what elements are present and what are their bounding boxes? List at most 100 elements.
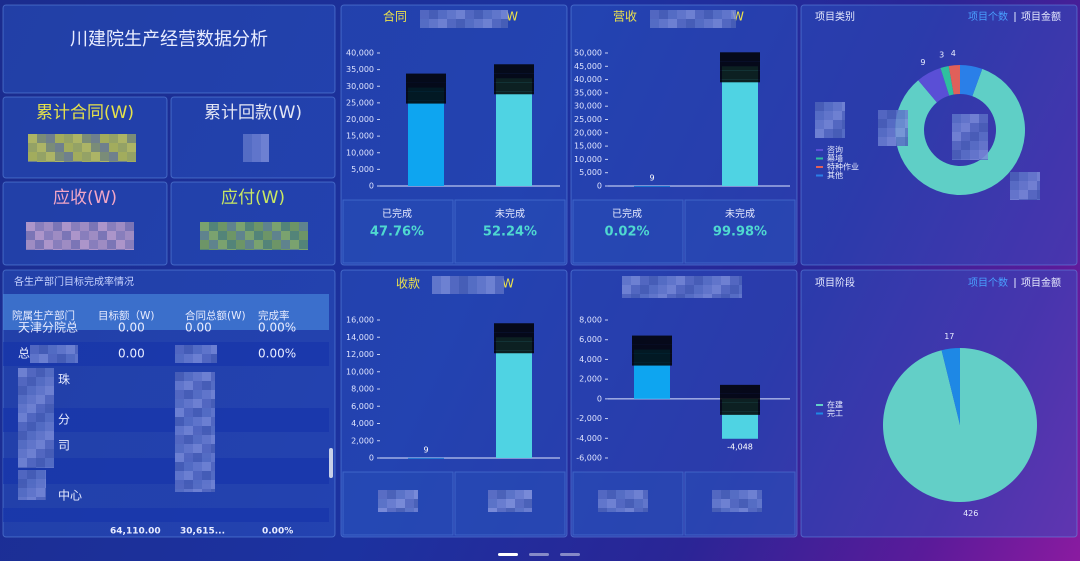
blurred-content [18, 497, 27, 500]
blurred-content [405, 508, 414, 512]
blurred-content [211, 399, 215, 408]
blurred-content [643, 499, 648, 508]
table-cell: 0.00 [118, 347, 145, 361]
blurred-content [27, 413, 36, 422]
blurred-content [521, 91, 530, 95]
blurred-content [686, 19, 695, 28]
blurred-content [184, 417, 193, 426]
blurred-content [721, 294, 730, 298]
y-tick-label: -6,000 [576, 454, 602, 463]
blurred-content [175, 489, 184, 492]
blurred-content [432, 276, 441, 285]
toggle-option[interactable]: 项目个数 [968, 10, 1008, 23]
blurred-content [27, 470, 36, 479]
blurred-content [722, 10, 731, 19]
blurred-content [44, 249, 53, 250]
blurred-content [442, 100, 446, 104]
toggle-option[interactable]: 项目金额 [1021, 276, 1061, 289]
blurred-content [695, 19, 704, 28]
blurred-content [442, 91, 446, 101]
blurred-content [503, 350, 512, 354]
table-cell: 珠 [58, 373, 70, 387]
blurred-content [824, 120, 833, 129]
blurred-content [641, 344, 650, 354]
chart-panel [800, 4, 1078, 266]
blurred-content [640, 294, 649, 298]
page-dot[interactable] [529, 553, 549, 556]
blurred-content [44, 231, 53, 240]
kpi-label: 应收(W) [53, 188, 117, 208]
blurred-content [420, 10, 429, 19]
blurred-content [483, 10, 492, 19]
blurred-content [75, 354, 78, 363]
blurred-content [721, 490, 730, 499]
page-dot[interactable] [498, 553, 518, 556]
blurred-content [80, 249, 89, 250]
blurred-content [55, 134, 64, 143]
blurred-content [503, 64, 512, 74]
blurred-content [512, 332, 521, 342]
table-footer: 30,615... [180, 527, 225, 537]
blurred-content [125, 231, 134, 240]
blurred-content [622, 294, 631, 298]
blurred-content [53, 222, 62, 231]
blurred-content [497, 499, 506, 508]
table-cell: 0.00% [258, 347, 296, 361]
toggle-option[interactable]: 项目金额 [1021, 10, 1061, 23]
blurred-content [18, 422, 27, 431]
blurred-content [73, 143, 82, 152]
blurred-content [730, 490, 739, 499]
blurred-content [607, 499, 616, 508]
blurred-content [184, 345, 193, 354]
page-dot[interactable] [560, 553, 580, 556]
blurred-content [506, 499, 515, 508]
blurred-content [703, 294, 712, 298]
blurred-content [263, 231, 272, 240]
blurred-content [26, 249, 35, 250]
blurred-content [36, 449, 45, 458]
blurred-content [970, 123, 979, 132]
blurred-content [494, 82, 503, 92]
blurred-content [712, 490, 721, 499]
blurred-content [756, 384, 760, 394]
blurred-content [227, 249, 236, 250]
blurred-content [756, 52, 760, 62]
blurred-content [694, 276, 703, 285]
blurred-content [668, 353, 672, 363]
blurred-content [109, 143, 118, 152]
blurred-content [378, 499, 387, 508]
y-tick-label: 14,000 [346, 333, 374, 342]
scrollbar[interactable] [329, 448, 333, 478]
blurred-content [236, 240, 245, 249]
blurred-content [39, 345, 48, 354]
blurred-content [694, 285, 703, 294]
chart-title-suffix: W [506, 10, 518, 24]
blurred-content [512, 341, 521, 351]
blurred-content [730, 285, 739, 294]
blurred-content [98, 249, 107, 250]
toggle-option[interactable]: 项目个数 [968, 276, 1008, 289]
y-tick-label: 8,000 [579, 316, 602, 325]
blurred-content [979, 150, 988, 159]
blurred-content [720, 61, 729, 71]
table-cell: 0.00% [258, 321, 296, 335]
blurred-content [66, 345, 75, 354]
blurred-content [429, 10, 438, 19]
blurred-content [720, 393, 729, 403]
blurred-content [667, 294, 676, 298]
blurred-content [100, 134, 109, 143]
blurred-content [1037, 190, 1040, 199]
blurred-content [299, 231, 308, 240]
blurred-content [62, 240, 71, 249]
blurred-content [483, 19, 492, 28]
blurred-content [438, 19, 447, 28]
blurred-content [202, 480, 211, 489]
blurred-content [218, 222, 227, 231]
blurred-content [175, 435, 184, 444]
stat-box [572, 199, 684, 264]
y-tick-label: 10,000 [346, 367, 374, 376]
blurred-content [80, 222, 89, 231]
blurred-content [729, 384, 738, 394]
blurred-content [184, 381, 193, 390]
blurred-content [36, 467, 45, 468]
